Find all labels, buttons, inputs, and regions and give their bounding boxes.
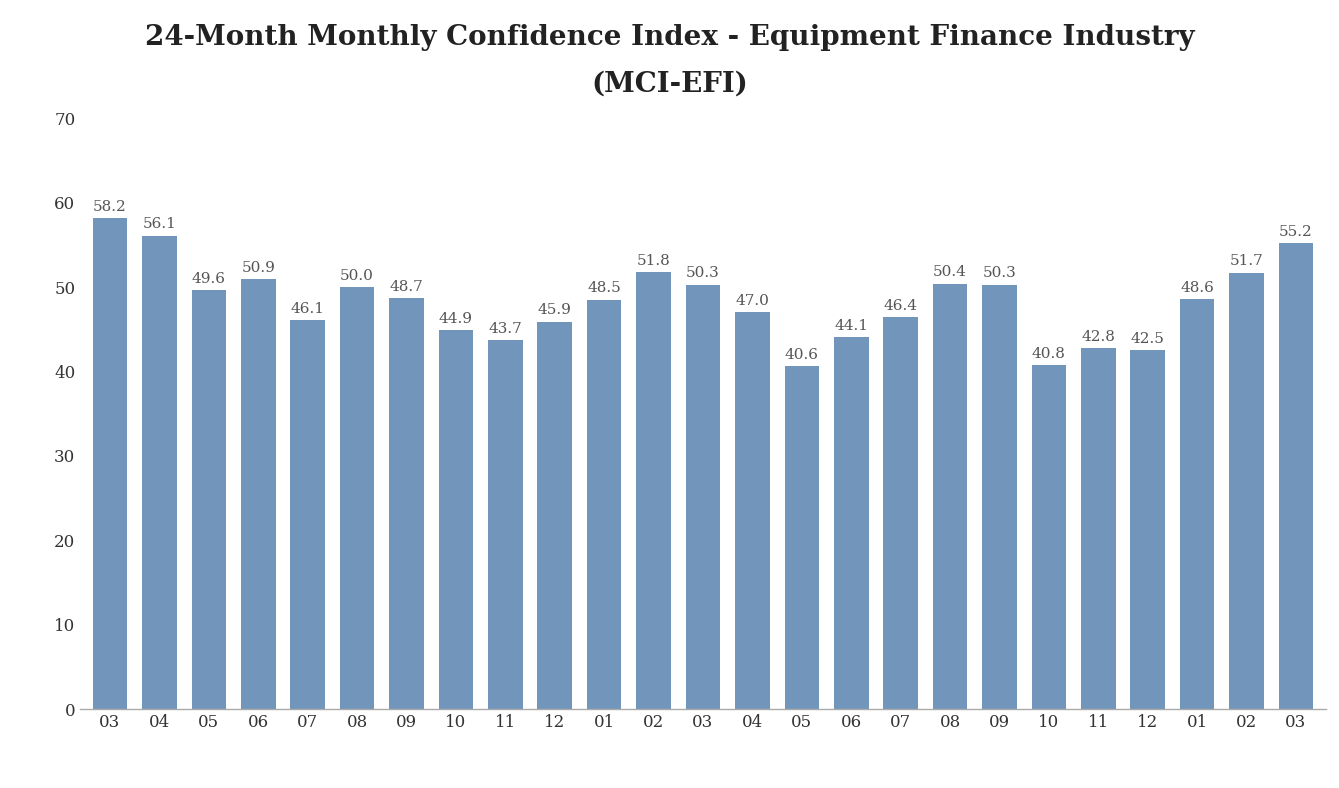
Bar [390, 298, 423, 709]
Bar [983, 284, 1016, 709]
Bar [241, 280, 276, 709]
Bar [191, 291, 226, 709]
Bar [785, 366, 819, 709]
Text: 48.5: 48.5 [588, 281, 621, 296]
Text: 42.5: 42.5 [1130, 333, 1165, 346]
Text: 51.7: 51.7 [1229, 255, 1264, 269]
Text: 55.2: 55.2 [1279, 225, 1312, 239]
Bar [487, 340, 522, 709]
Text: 58.2: 58.2 [94, 199, 127, 214]
Bar [636, 272, 671, 709]
Bar [834, 337, 869, 709]
Text: 46.1: 46.1 [291, 302, 324, 316]
Text: 49.6: 49.6 [191, 272, 226, 286]
Text: 47.0: 47.0 [735, 294, 770, 308]
Bar [340, 287, 375, 709]
Text: 50.0: 50.0 [340, 269, 374, 283]
Bar [291, 320, 325, 709]
Text: 45.9: 45.9 [538, 303, 572, 318]
Text: 48.7: 48.7 [390, 280, 423, 294]
Bar [686, 284, 720, 709]
Text: 50.3: 50.3 [686, 266, 720, 281]
Text: 46.4: 46.4 [884, 299, 917, 314]
Text: 51.8: 51.8 [636, 254, 671, 268]
Bar [586, 299, 621, 709]
Bar [92, 217, 127, 709]
Text: 24-Month Monthly Confidence Index - Equipment Finance Industry: 24-Month Monthly Confidence Index - Equi… [145, 24, 1194, 50]
Bar [1130, 351, 1165, 709]
Bar [439, 330, 473, 709]
Bar [142, 236, 177, 709]
Text: 43.7: 43.7 [489, 322, 522, 336]
Bar [1180, 299, 1214, 709]
Text: 48.6: 48.6 [1180, 281, 1214, 295]
Text: 44.1: 44.1 [834, 318, 868, 333]
Text: 40.6: 40.6 [785, 348, 819, 362]
Bar [933, 284, 967, 709]
Text: 50.9: 50.9 [241, 262, 276, 275]
Bar [1031, 365, 1066, 709]
Text: 50.3: 50.3 [983, 266, 1016, 281]
Bar [735, 312, 770, 709]
Text: 50.4: 50.4 [933, 266, 967, 280]
Text: 42.8: 42.8 [1082, 329, 1115, 344]
Text: 56.1: 56.1 [142, 217, 177, 232]
Bar [1279, 243, 1314, 709]
Bar [1081, 348, 1115, 709]
Bar [537, 322, 572, 709]
Bar [884, 318, 919, 709]
Text: 40.8: 40.8 [1032, 347, 1066, 361]
Bar [1229, 273, 1264, 709]
Text: (MCI-EFI): (MCI-EFI) [590, 71, 749, 98]
Text: 44.9: 44.9 [439, 312, 473, 326]
